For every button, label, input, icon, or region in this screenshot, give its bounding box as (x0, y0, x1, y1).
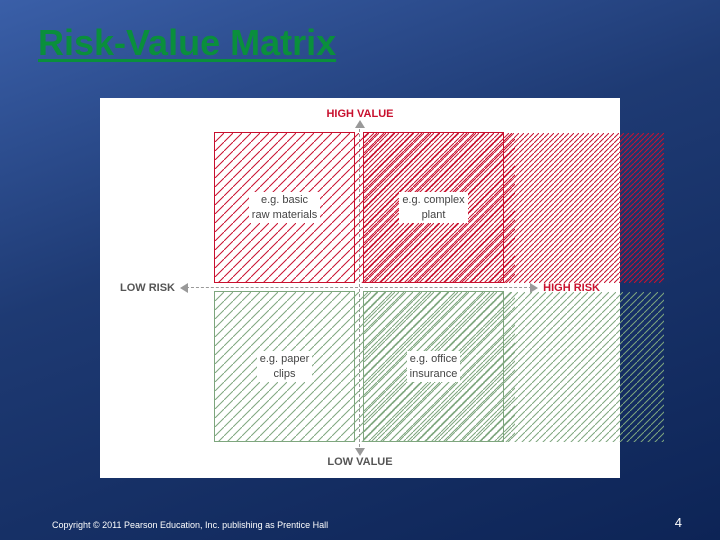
slide-title: Risk-Value Matrix (38, 22, 336, 64)
label-line: e.g. basic (261, 194, 308, 206)
label-line: e.g. complex (402, 194, 464, 206)
label-line: plant (422, 209, 446, 221)
label-line: clips (273, 368, 295, 380)
axis-label-top: HIGH VALUE (326, 108, 393, 120)
label-line: e.g. paper (260, 353, 310, 365)
quadrant-label: e.g. paper clips (257, 351, 313, 382)
axis-label-left: LOW RISK (120, 282, 175, 294)
quadrant-label: e.g. basic raw materials (249, 192, 320, 223)
arrow-down-icon (355, 448, 365, 456)
quadrant-top-right: e.g. complex plant (363, 132, 504, 283)
quadrant-bottom-left: e.g. paper clips (214, 291, 355, 442)
label-line: insurance (410, 368, 458, 380)
quadrant-label: e.g. office insurance (407, 351, 461, 382)
matrix-panel: HIGH VALUE LOW VALUE LOW RISK HIGH RISK … (100, 98, 620, 478)
quadrant-grid: e.g. basic raw materials e.g. complex pl… (214, 132, 504, 442)
copyright-footer: Copyright © 2011 Pearson Education, Inc.… (52, 520, 328, 530)
arrow-left-icon (180, 283, 188, 293)
arrow-up-icon (355, 120, 365, 128)
quadrant-bottom-right: e.g. office insurance (363, 291, 504, 442)
quadrant-label: e.g. complex plant (399, 192, 467, 223)
label-line: raw materials (252, 209, 317, 221)
page-number: 4 (675, 515, 682, 530)
axis-label-bottom: LOW VALUE (327, 456, 392, 468)
quadrant-top-left: e.g. basic raw materials (214, 132, 355, 283)
label-line: e.g. office (410, 353, 458, 365)
